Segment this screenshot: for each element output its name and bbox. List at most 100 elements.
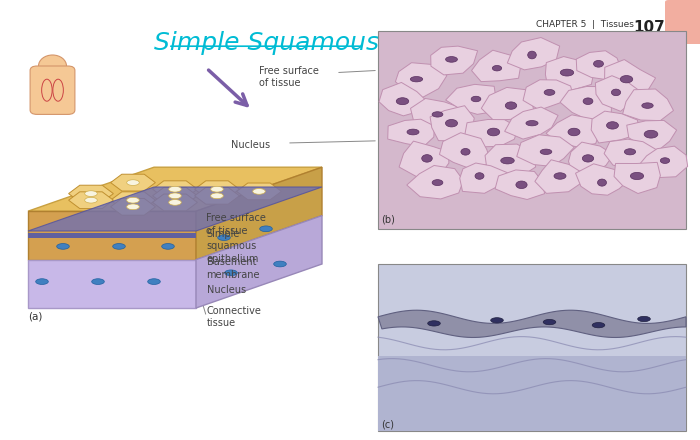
Polygon shape xyxy=(614,162,660,194)
Ellipse shape xyxy=(407,129,419,135)
Ellipse shape xyxy=(211,187,223,192)
Polygon shape xyxy=(195,181,239,198)
Ellipse shape xyxy=(92,279,104,285)
Ellipse shape xyxy=(85,191,97,196)
Polygon shape xyxy=(495,170,545,199)
Ellipse shape xyxy=(630,172,644,180)
Ellipse shape xyxy=(540,149,552,154)
Polygon shape xyxy=(195,187,239,204)
Polygon shape xyxy=(575,164,631,195)
Polygon shape xyxy=(111,198,155,215)
Ellipse shape xyxy=(492,66,502,71)
Ellipse shape xyxy=(568,128,580,136)
Ellipse shape xyxy=(594,60,603,67)
Text: Connective
tissue: Connective tissue xyxy=(206,306,261,328)
Ellipse shape xyxy=(505,102,517,109)
Polygon shape xyxy=(196,216,322,308)
Ellipse shape xyxy=(526,121,538,126)
Ellipse shape xyxy=(113,244,125,249)
Bar xyxy=(378,264,686,431)
Polygon shape xyxy=(485,144,536,178)
Text: 107: 107 xyxy=(634,20,665,35)
Ellipse shape xyxy=(475,173,484,179)
Ellipse shape xyxy=(38,55,66,77)
Ellipse shape xyxy=(260,226,272,232)
Text: Simple
squamous
epithelium: Simple squamous epithelium xyxy=(206,229,259,264)
Ellipse shape xyxy=(598,179,606,186)
Polygon shape xyxy=(399,141,449,177)
Ellipse shape xyxy=(487,128,500,136)
Ellipse shape xyxy=(127,197,139,203)
Polygon shape xyxy=(560,87,612,121)
Ellipse shape xyxy=(642,103,653,108)
Ellipse shape xyxy=(528,51,536,59)
Polygon shape xyxy=(604,139,657,169)
Ellipse shape xyxy=(421,154,433,162)
Ellipse shape xyxy=(218,235,230,241)
Polygon shape xyxy=(592,111,640,143)
Ellipse shape xyxy=(85,197,97,203)
Ellipse shape xyxy=(638,316,650,322)
Ellipse shape xyxy=(624,149,636,155)
Ellipse shape xyxy=(560,69,574,76)
Ellipse shape xyxy=(162,244,174,249)
Ellipse shape xyxy=(127,204,139,210)
FancyBboxPatch shape xyxy=(665,0,700,44)
Ellipse shape xyxy=(127,180,139,186)
Ellipse shape xyxy=(445,120,458,127)
Polygon shape xyxy=(111,192,155,209)
Text: Nucleus: Nucleus xyxy=(231,140,270,150)
Text: (a): (a) xyxy=(28,311,43,321)
Polygon shape xyxy=(196,167,322,260)
Text: Free surface
of tissue: Free surface of tissue xyxy=(206,213,267,235)
Ellipse shape xyxy=(660,158,670,163)
Polygon shape xyxy=(636,146,687,178)
Text: Nucleus: Nucleus xyxy=(206,286,246,295)
Polygon shape xyxy=(505,107,558,139)
Text: Basement
membrane: Basement membrane xyxy=(206,257,260,279)
Polygon shape xyxy=(28,211,196,260)
Ellipse shape xyxy=(274,261,286,267)
Ellipse shape xyxy=(169,187,181,192)
Polygon shape xyxy=(410,99,462,132)
Ellipse shape xyxy=(583,98,593,104)
Polygon shape xyxy=(545,56,594,91)
Ellipse shape xyxy=(606,122,619,129)
Polygon shape xyxy=(153,187,197,204)
Polygon shape xyxy=(546,115,600,147)
Polygon shape xyxy=(472,50,521,82)
Ellipse shape xyxy=(461,148,470,155)
Polygon shape xyxy=(388,119,435,147)
Ellipse shape xyxy=(211,193,223,199)
Polygon shape xyxy=(440,133,491,169)
Ellipse shape xyxy=(544,89,555,95)
Ellipse shape xyxy=(644,130,658,138)
Ellipse shape xyxy=(471,96,481,102)
Polygon shape xyxy=(622,89,673,121)
Text: (b): (b) xyxy=(382,214,395,224)
Polygon shape xyxy=(596,76,638,111)
Polygon shape xyxy=(508,37,560,70)
Polygon shape xyxy=(69,185,113,202)
Polygon shape xyxy=(28,233,196,238)
Ellipse shape xyxy=(543,319,556,325)
Ellipse shape xyxy=(592,323,605,328)
Ellipse shape xyxy=(554,173,566,179)
Polygon shape xyxy=(28,167,322,211)
Text: (c): (c) xyxy=(382,419,395,429)
Polygon shape xyxy=(535,160,582,193)
Ellipse shape xyxy=(516,181,527,189)
Ellipse shape xyxy=(491,318,503,323)
Ellipse shape xyxy=(410,77,423,82)
Ellipse shape xyxy=(611,89,621,95)
Polygon shape xyxy=(379,82,426,116)
Polygon shape xyxy=(28,187,322,231)
Polygon shape xyxy=(482,88,536,120)
Ellipse shape xyxy=(620,76,633,83)
Polygon shape xyxy=(28,260,196,308)
Ellipse shape xyxy=(432,180,443,186)
Polygon shape xyxy=(237,183,281,200)
FancyBboxPatch shape xyxy=(30,66,75,114)
Bar xyxy=(378,31,686,229)
Ellipse shape xyxy=(225,270,237,275)
